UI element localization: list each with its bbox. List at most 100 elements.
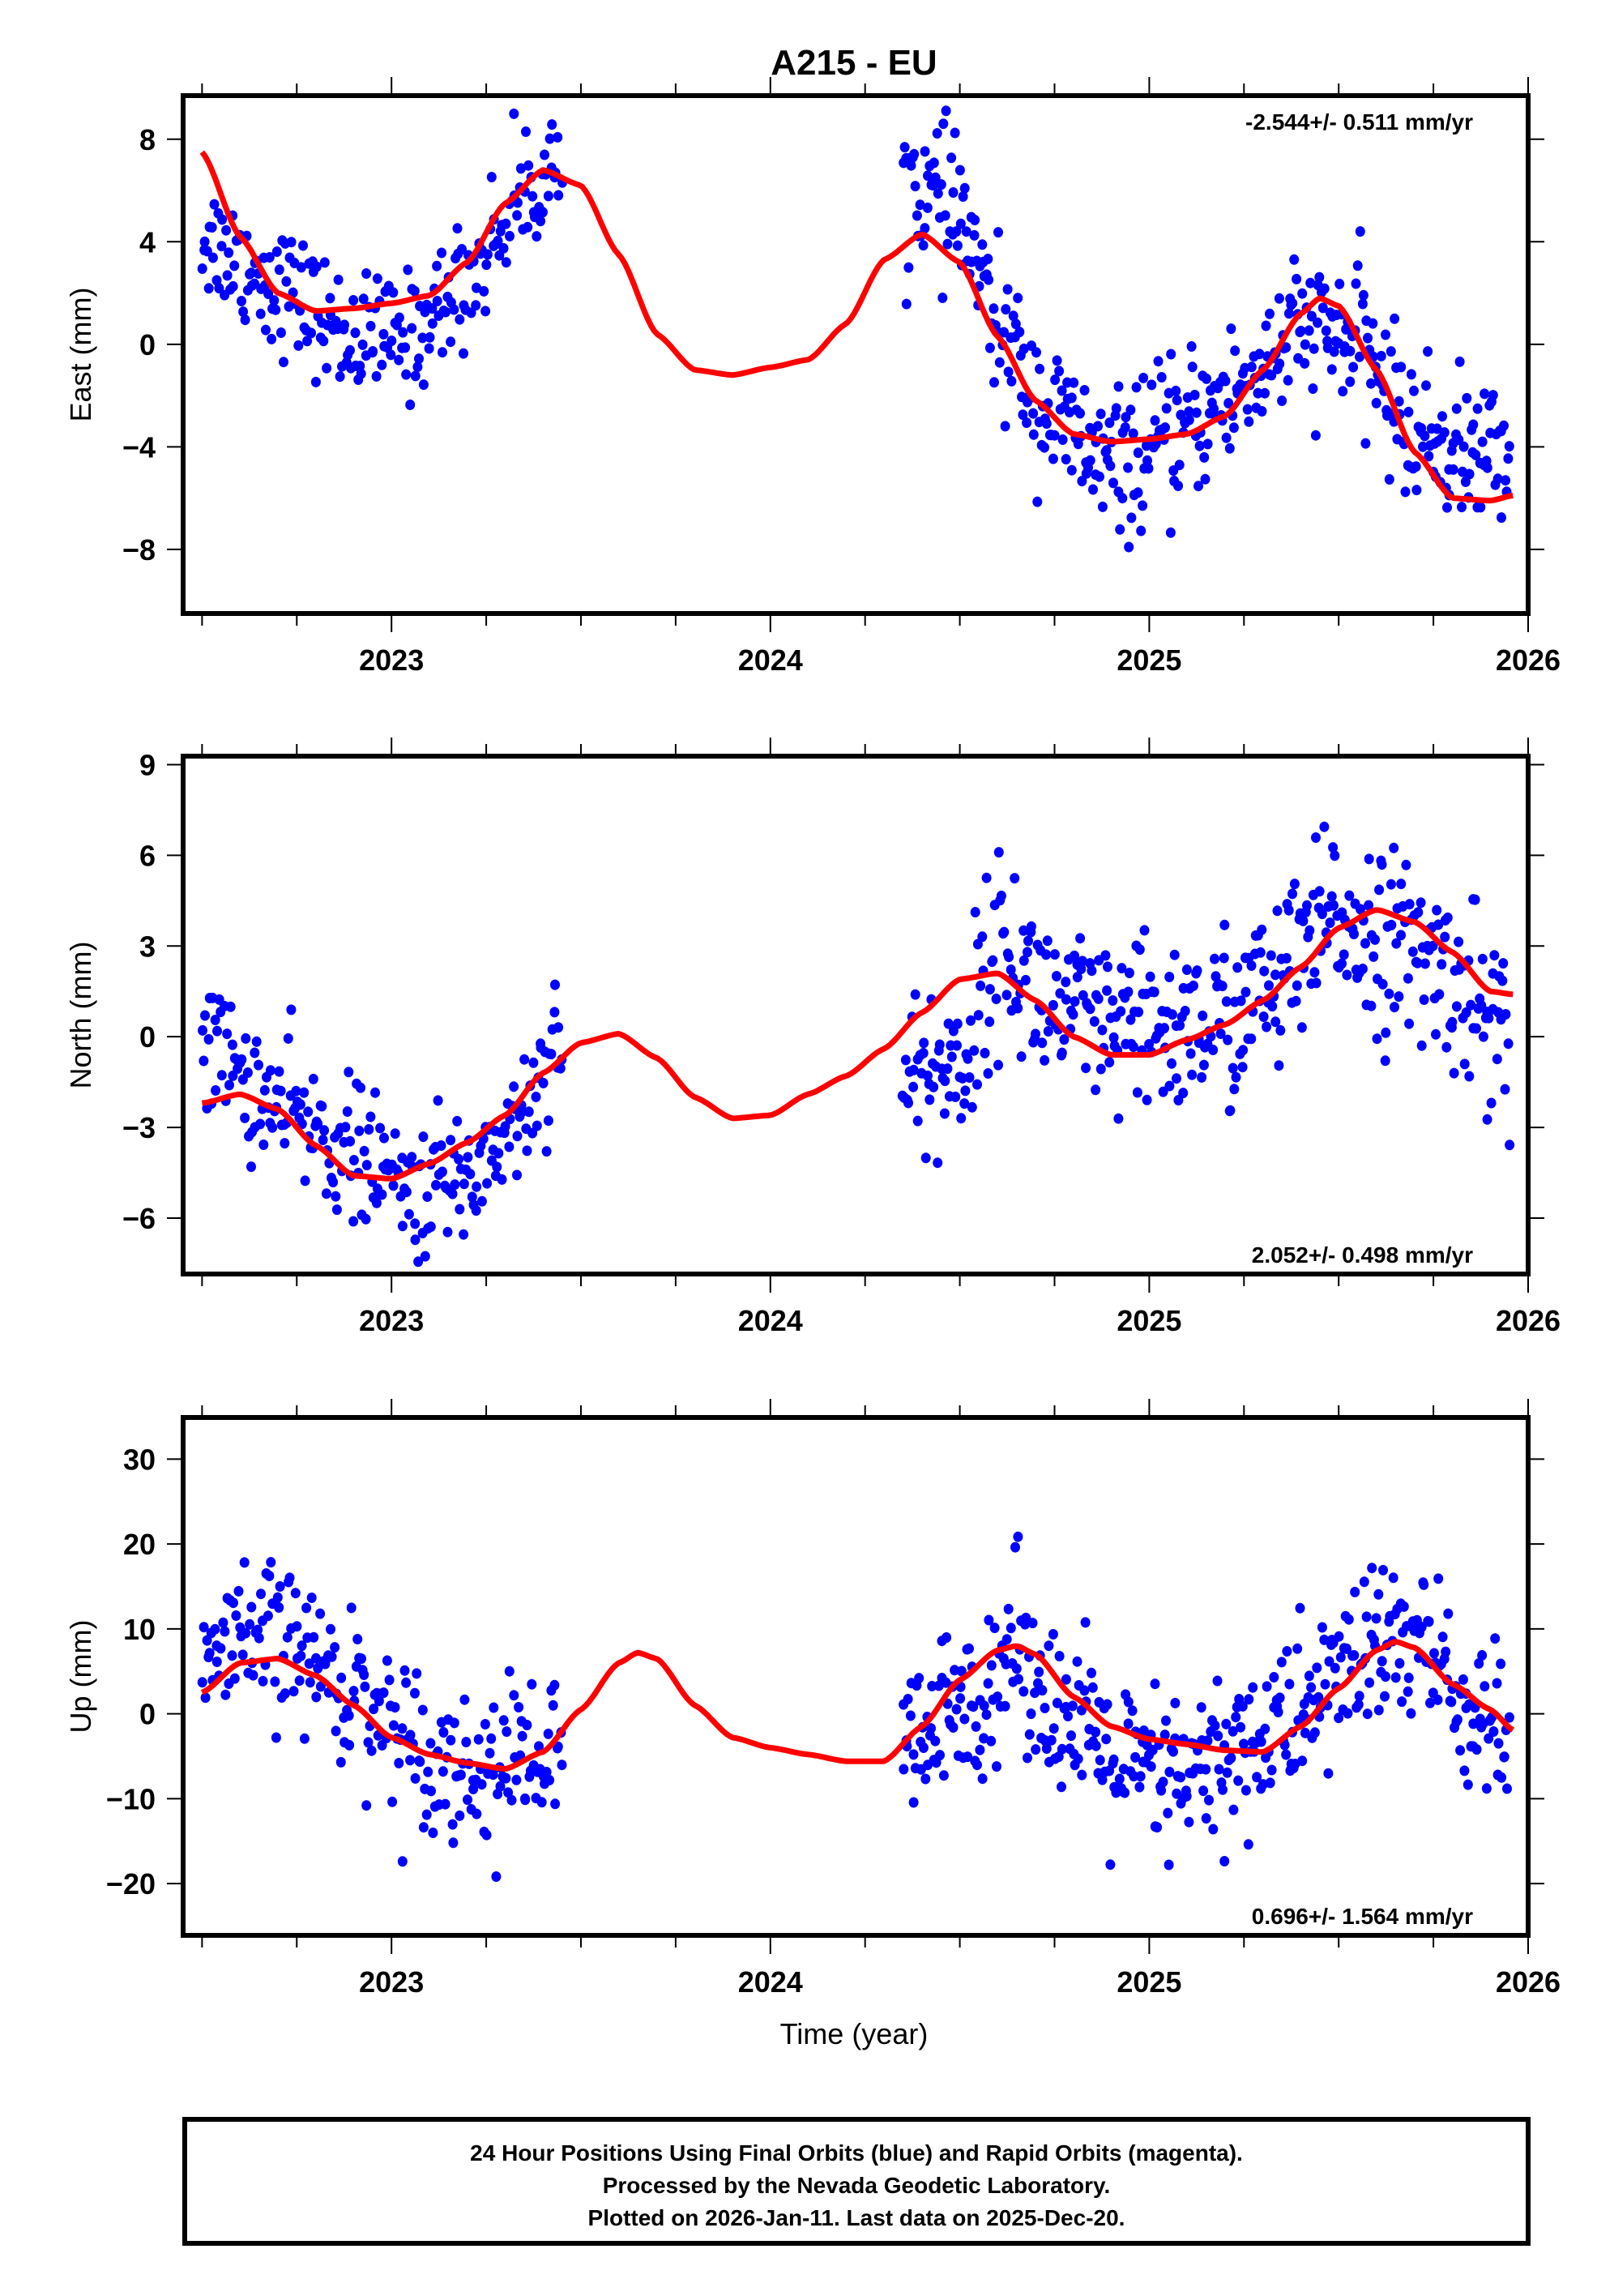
data-point (267, 1122, 278, 1133)
data-point (310, 376, 321, 387)
data-point (954, 165, 965, 176)
data-point (298, 240, 308, 251)
data-point (940, 210, 950, 221)
data-point (1163, 1807, 1173, 1819)
data-point (1397, 1696, 1407, 1708)
data-point (1437, 959, 1447, 970)
data-point (989, 303, 999, 314)
chart-title: A215 - EU (771, 43, 937, 83)
data-point (1323, 1768, 1334, 1779)
data-point (557, 1759, 567, 1771)
data-point (926, 1723, 936, 1734)
data-point (318, 336, 329, 347)
data-point (333, 274, 344, 285)
y-tick-label: 4 (139, 225, 156, 259)
data-point (1214, 1764, 1224, 1775)
data-point (929, 157, 939, 169)
data-point (365, 1111, 376, 1122)
data-point (1300, 1727, 1310, 1738)
data-point (471, 300, 481, 311)
data-point (1492, 473, 1503, 485)
data-point (370, 1087, 380, 1098)
data-point (358, 293, 369, 305)
data-point (1202, 1735, 1213, 1747)
data-point (1215, 1028, 1226, 1039)
data-point (950, 1091, 961, 1102)
data-point (1116, 1006, 1126, 1017)
data-point (1052, 355, 1062, 366)
data-point (1320, 1678, 1330, 1690)
data-point (1264, 980, 1274, 991)
data-point (1355, 226, 1365, 237)
data-point (256, 1588, 266, 1600)
data-point (1057, 385, 1067, 396)
data-point (1313, 317, 1323, 328)
data-point (1046, 1734, 1057, 1746)
data-point (1220, 375, 1231, 387)
data-point (1314, 886, 1325, 897)
data-point (1309, 967, 1320, 978)
data-point (984, 1614, 994, 1626)
data-point (1254, 348, 1265, 360)
data-point (509, 108, 519, 119)
data-point (1434, 989, 1445, 1000)
data-point (361, 1160, 372, 1171)
data-point (1048, 1629, 1058, 1640)
data-point (1075, 408, 1085, 419)
data-point (1328, 842, 1339, 853)
data-point (1246, 960, 1257, 971)
data-point (1329, 900, 1339, 911)
data-point (521, 126, 531, 137)
data-point (274, 264, 284, 276)
data-point (388, 287, 399, 298)
data-point (326, 1623, 335, 1635)
data-point (1192, 965, 1202, 977)
data-point (522, 1145, 532, 1157)
data-point (437, 1166, 447, 1178)
data-point (331, 1191, 341, 1202)
data-point (409, 285, 420, 297)
data-point (1095, 1755, 1105, 1766)
data-point (471, 1205, 481, 1216)
data-point (908, 1081, 919, 1092)
data-point (1390, 313, 1400, 324)
data-point (1394, 991, 1404, 1003)
data-point (468, 1784, 479, 1794)
data-point (472, 1181, 482, 1192)
up-rate-label: 0.696+/- 1.564 mm/yr (1252, 1904, 1473, 1929)
data-point (1330, 850, 1340, 862)
data-point (1003, 366, 1014, 378)
data-point (482, 249, 493, 260)
data-point (1342, 1643, 1351, 1654)
data-point (492, 1161, 502, 1173)
data-point (1295, 1602, 1305, 1614)
data-point (1310, 430, 1321, 441)
data-point (1358, 289, 1369, 301)
data-point (951, 226, 962, 237)
data-point (1052, 1697, 1062, 1708)
data-point (1142, 1094, 1152, 1105)
data-point (1093, 993, 1104, 1004)
data-point (241, 1627, 251, 1639)
data-point (1317, 302, 1328, 314)
data-point (1298, 915, 1309, 926)
data-point (200, 1692, 211, 1704)
data-point (1350, 1586, 1360, 1597)
data-point (1181, 1790, 1192, 1802)
data-point (1296, 1022, 1307, 1033)
data-point (1411, 485, 1422, 496)
data-point (422, 1191, 433, 1202)
data-point (275, 327, 286, 338)
data-point (1334, 1631, 1344, 1642)
data-point (963, 1053, 973, 1064)
x-tick-label: 2024 (738, 1965, 803, 1999)
data-point (1300, 339, 1310, 350)
data-point (1208, 1824, 1219, 1835)
data-point (1226, 1752, 1236, 1764)
data-point (245, 1618, 255, 1630)
data-point (255, 308, 266, 319)
data-point (321, 1188, 331, 1199)
data-point (1115, 524, 1125, 535)
data-point (1175, 1020, 1185, 1031)
data-point (1270, 1016, 1281, 1028)
